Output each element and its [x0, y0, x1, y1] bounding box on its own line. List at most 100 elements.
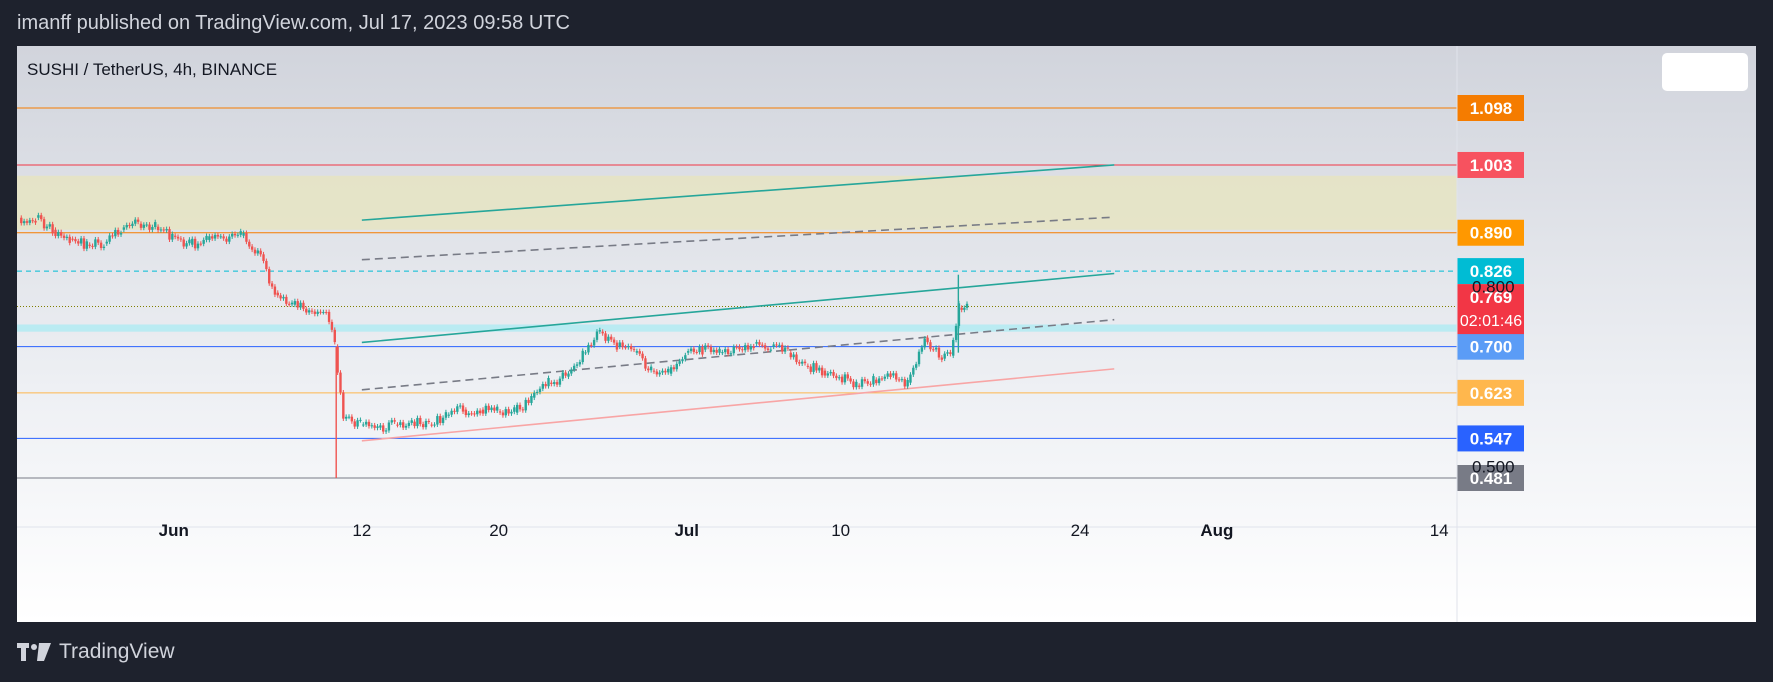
- candle-body: [840, 376, 844, 383]
- candle-body: [806, 365, 810, 367]
- candle-body: [900, 379, 904, 381]
- trendline: [361, 164, 1115, 221]
- candle-body: [199, 243, 203, 245]
- candle-body: [949, 352, 952, 355]
- candle-body: [136, 219, 140, 222]
- publisher-header: imanff published on TradingView.com, Jul…: [17, 12, 570, 34]
- candle-body: [527, 399, 530, 403]
- price-level-badge-bg: [1457, 151, 1524, 178]
- candle-body: [182, 239, 185, 247]
- candle-body: [692, 348, 696, 352]
- candle-body: [849, 378, 852, 382]
- candle-body: [416, 417, 419, 427]
- candle-body: [211, 236, 214, 239]
- candle-body: [746, 345, 750, 350]
- candle-body: [119, 233, 123, 235]
- candle-body: [102, 246, 106, 248]
- candle-body: [675, 363, 678, 370]
- candle-body: [572, 365, 576, 370]
- candle-body: [655, 371, 659, 375]
- candle-body: [424, 420, 428, 428]
- candle-body: [493, 407, 496, 411]
- candle-body: [68, 236, 71, 243]
- candle-body: [427, 420, 431, 422]
- price-chart[interactable]: 1.0981.0030.8900.8260.7670.7000.6230.547…: [17, 46, 1756, 622]
- candle-body: [171, 233, 174, 240]
- candle-body: [886, 373, 889, 377]
- candle-body: [233, 233, 237, 236]
- candle-body: [755, 342, 758, 344]
- x-axis-label: 12: [352, 521, 371, 540]
- candle-body: [191, 238, 194, 245]
- candle-body: [399, 422, 402, 425]
- candle-body: [85, 241, 89, 249]
- candle-body: [875, 379, 878, 384]
- current-price-badge-bg: [1457, 284, 1524, 335]
- candle-body: [156, 226, 160, 231]
- candle-body: [51, 224, 54, 234]
- candle-body: [293, 301, 297, 305]
- candle-body: [71, 238, 74, 240]
- candle-body: [866, 381, 869, 384]
- candle-body: [458, 405, 462, 407]
- candle-body: [225, 238, 228, 242]
- candle-body: [151, 227, 154, 230]
- footer-brand: TradingView: [17, 640, 175, 664]
- candle-body: [558, 378, 562, 385]
- candle-body: [835, 375, 838, 379]
- candle-body: [897, 379, 901, 381]
- candle-body: [581, 350, 584, 363]
- trendline: [361, 368, 1115, 442]
- candle-body: [37, 215, 40, 218]
- candle-body: [91, 245, 94, 247]
- candle-body: [726, 349, 730, 355]
- candle-body: [624, 347, 627, 349]
- candle-body: [932, 349, 935, 351]
- candle-body: [142, 224, 146, 228]
- candle-body: [567, 373, 570, 377]
- candle-body: [701, 346, 704, 355]
- candle-body: [467, 413, 470, 416]
- candle-body: [148, 224, 151, 230]
- candle-body: [79, 238, 83, 244]
- candle-body: [704, 345, 707, 350]
- candle-body: [524, 399, 527, 411]
- candle-body: [216, 234, 220, 237]
- candle-body: [154, 222, 157, 228]
- candle-body: [880, 378, 884, 380]
- candle-body: [658, 372, 661, 375]
- candle-body: [612, 339, 616, 343]
- candle-body: [313, 311, 317, 314]
- candle-body: [946, 352, 949, 354]
- candle-body: [644, 358, 647, 369]
- candle-body: [598, 330, 602, 332]
- candle-body: [595, 331, 599, 340]
- candle-body: [484, 405, 488, 414]
- candle-body: [857, 385, 861, 387]
- candle-body: [695, 351, 698, 353]
- candle-body: [766, 348, 770, 350]
- candle-body: [638, 351, 641, 354]
- candle-body: [347, 416, 351, 418]
- candle-body: [661, 370, 664, 373]
- candle-body: [769, 349, 773, 351]
- candle-body: [829, 372, 832, 374]
- candle-body: [575, 364, 579, 366]
- candle-body: [515, 404, 519, 413]
- x-axis-label: 24: [1071, 521, 1090, 540]
- candle-body: [116, 229, 120, 235]
- candle-body: [798, 362, 801, 364]
- candle-body: [473, 413, 476, 415]
- candle-body: [538, 388, 542, 392]
- price-level-badge: 0.700: [1470, 338, 1513, 357]
- candle-body: [350, 416, 354, 422]
- candle-body: [74, 239, 77, 242]
- price-level-badge: 0.826: [1470, 262, 1513, 281]
- candle-body: [795, 354, 798, 363]
- candle-body: [929, 342, 932, 350]
- chart-panel[interactable]: 1.0981.0030.8900.8260.7670.7000.6230.547…: [17, 46, 1756, 622]
- candle-body: [327, 311, 331, 322]
- candle-body: [724, 349, 727, 353]
- candle-body: [741, 349, 744, 351]
- candle-body: [812, 363, 815, 372]
